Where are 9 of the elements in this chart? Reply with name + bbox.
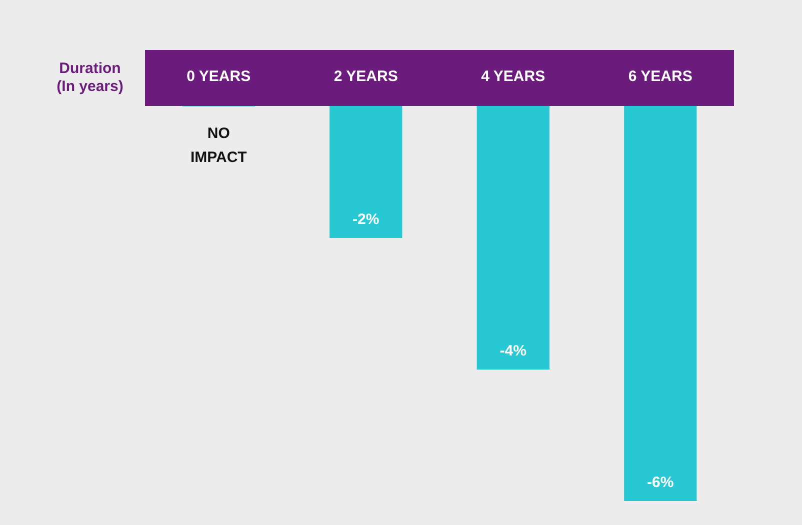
- data-label: -4%: [500, 342, 526, 360]
- data-label: -6%: [647, 474, 674, 492]
- x-tick-label: 4 YEARS: [481, 68, 546, 86]
- x-tick-label: 6 YEARS: [628, 68, 692, 86]
- data-label: -2%: [352, 210, 380, 228]
- x-tick-label: 2 YEARS: [334, 68, 398, 86]
- x-axis-title: Duration (In years): [56, 60, 124, 96]
- x-tick-label: 0 YEARS: [186, 68, 251, 86]
- data-label: NO IMPACT: [190, 125, 247, 166]
